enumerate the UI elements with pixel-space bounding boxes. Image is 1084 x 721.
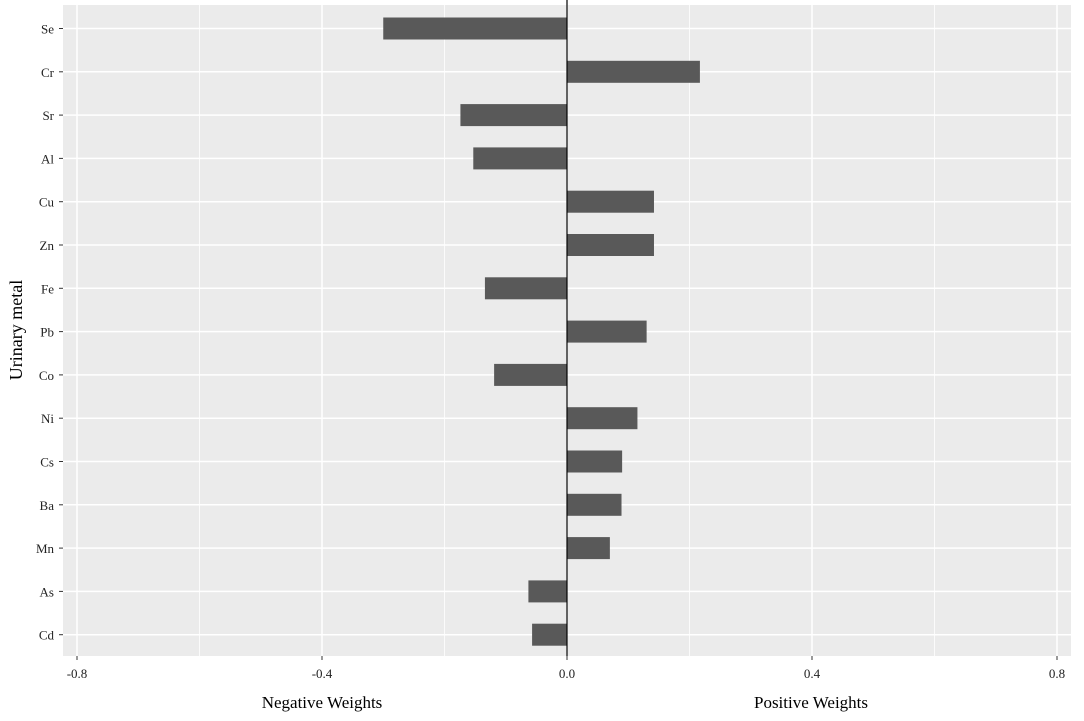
bar-cd: [532, 623, 567, 646]
y-tick-label-co: Co: [39, 368, 54, 383]
x-axis-label-negative: Negative Weights: [262, 693, 383, 712]
y-tick-label-as: As: [40, 584, 54, 599]
bar-se: [383, 17, 567, 40]
x-tick-label: 0.4: [804, 666, 821, 681]
y-tick-label-cr: Cr: [41, 65, 55, 80]
bar-zn: [567, 234, 654, 256]
y-tick-label-fe: Fe: [41, 281, 54, 296]
x-tick-label: -0.4: [312, 666, 333, 681]
y-axis-title: Urinary metal: [6, 280, 26, 380]
bar-ni: [567, 407, 638, 430]
y-axis: Se Cr Sr Al Cu Zn Fe Pb Co Ni Cs Ba Mn As Cd: [36, 22, 63, 643]
x-axis: -0.8 -0.4 0.0 0.4 0.8: [67, 656, 1065, 681]
bar-pb: [567, 320, 647, 343]
y-tick-label-cu: Cu: [39, 195, 55, 210]
x-tick-label: 0.8: [1049, 666, 1065, 681]
y-tick-label-al: Al: [41, 151, 54, 166]
y-tick-label-mn: Mn: [36, 541, 55, 556]
y-tick-label-ni: Ni: [41, 411, 54, 426]
y-tick-label-sr: Sr: [42, 108, 54, 123]
bar-as: [528, 580, 567, 603]
bar-al: [473, 147, 567, 170]
y-tick-label-zn: Zn: [40, 238, 55, 253]
bar-co: [494, 363, 567, 386]
y-tick-label-ba: Ba: [40, 498, 55, 513]
x-tick-label: 0.0: [559, 666, 575, 681]
y-tick-label-pb: Pb: [40, 325, 54, 340]
x-axis-label-positive: Positive Weights: [754, 693, 868, 712]
bar-fe: [484, 277, 567, 300]
bars: [383, 17, 700, 646]
bar-mn: [567, 537, 610, 560]
bar-cr: [567, 60, 700, 83]
y-tick-label-cs: Cs: [40, 455, 54, 470]
bar-cs: [567, 450, 623, 473]
y-tick-label-se: Se: [41, 22, 54, 37]
bar-sr: [460, 104, 567, 127]
x-tick-label: -0.8: [67, 666, 88, 681]
bar-ba: [567, 493, 622, 516]
bar-cu: [567, 190, 654, 213]
y-tick-label-cd: Cd: [39, 628, 55, 643]
